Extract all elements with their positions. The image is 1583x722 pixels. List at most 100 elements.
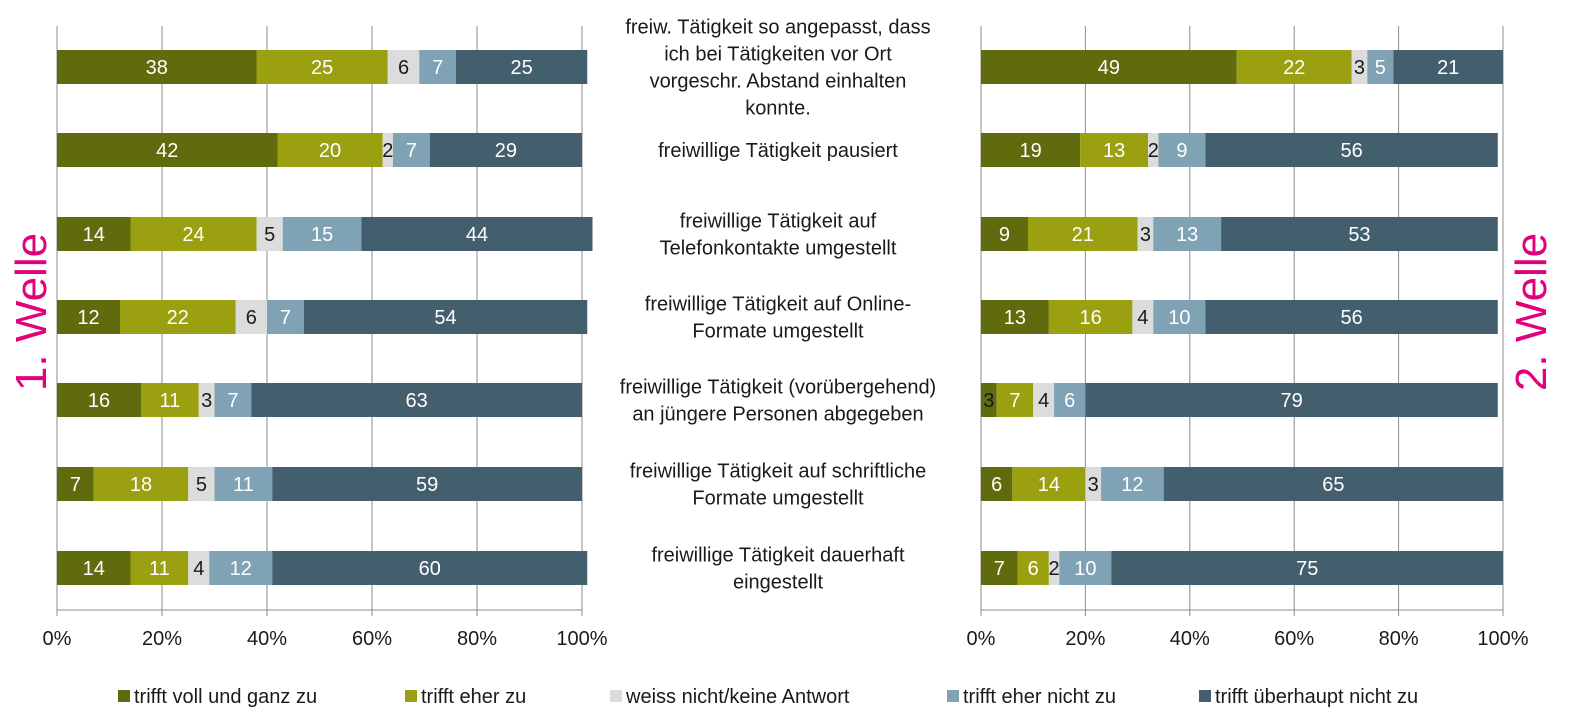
bar-segment xyxy=(981,383,997,417)
bar-segment xyxy=(188,551,210,585)
bar-segment xyxy=(256,50,388,84)
data-label: 56 xyxy=(1340,140,1362,162)
category-label-line: freiwillige Tätigkeit auf schriftliche xyxy=(630,461,926,483)
data-label: 10 xyxy=(1168,307,1190,329)
x-tick-label: 20% xyxy=(1065,628,1105,650)
bar-segment xyxy=(1033,383,1055,417)
bar-segment xyxy=(1163,467,1503,501)
data-label: 65 xyxy=(1322,474,1344,496)
data-label: 21 xyxy=(1437,57,1459,79)
x-tick-label: 40% xyxy=(1170,628,1210,650)
x-tick-label: 0% xyxy=(967,628,996,650)
data-label: 7 xyxy=(994,558,1005,580)
x-tick-label: 60% xyxy=(352,628,392,650)
bar-segment xyxy=(57,300,120,334)
data-label: 56 xyxy=(1340,307,1362,329)
bar-segment xyxy=(282,217,362,251)
bar-segment xyxy=(1137,217,1154,251)
bar-segment xyxy=(1054,383,1086,417)
data-label: 54 xyxy=(434,307,456,329)
bar-segment xyxy=(57,467,94,501)
x-tick-label: 0% xyxy=(43,628,72,650)
data-label: 7 xyxy=(432,57,443,79)
bar-segment xyxy=(1236,50,1352,84)
bar-segment xyxy=(981,50,1237,84)
legend-label: trifft eher nicht zu xyxy=(963,686,1116,708)
bar-segment xyxy=(981,217,1028,251)
data-label: 13 xyxy=(1176,224,1198,246)
data-label: 2 xyxy=(1148,140,1159,162)
data-label: 16 xyxy=(1079,307,1101,329)
data-label: 9 xyxy=(1176,140,1187,162)
data-label: 7 xyxy=(227,390,238,412)
category-label-line: konnte. xyxy=(745,98,811,120)
bar-segment xyxy=(93,467,189,501)
bar-segment xyxy=(303,300,588,334)
bar-segment xyxy=(996,383,1034,417)
x-tick-label: 100% xyxy=(556,628,607,650)
bar-segment xyxy=(981,133,1081,167)
x-tick-label: 100% xyxy=(1477,628,1528,650)
category-label-line: ich bei Tätigkeiten vor Ort xyxy=(664,44,892,66)
bar-segment xyxy=(393,133,430,167)
data-label: 16 xyxy=(88,390,110,412)
data-label: 75 xyxy=(1296,558,1318,580)
data-label: 25 xyxy=(311,57,333,79)
bar-segment xyxy=(1085,467,1102,501)
category-label-line: freiwillige Tätigkeit (vorübergehend) xyxy=(620,377,936,399)
bar-segment xyxy=(1148,133,1159,167)
data-label: 44 xyxy=(466,224,488,246)
bar-segment xyxy=(141,383,199,417)
wave-label-right: 2. Welle xyxy=(1507,233,1556,391)
data-label: 13 xyxy=(1004,307,1026,329)
bar-segment xyxy=(1367,50,1394,84)
bar-segment xyxy=(57,551,131,585)
bar-segment xyxy=(1012,467,1086,501)
category-label-line: an jüngere Personen abgegeben xyxy=(632,404,923,426)
data-label: 2 xyxy=(1049,558,1060,580)
bar-segment xyxy=(1027,217,1138,251)
category-label-line: freiwillige Tätigkeit auf xyxy=(680,211,877,233)
data-label: 25 xyxy=(511,57,533,79)
legend-label: trifft überhaupt nicht zu xyxy=(1215,686,1418,708)
data-label: 3 xyxy=(1088,474,1099,496)
data-label: 11 xyxy=(149,558,170,580)
data-label: 22 xyxy=(167,307,189,329)
data-label: 3 xyxy=(983,390,994,412)
data-label: 6 xyxy=(1064,390,1075,412)
data-label: 7 xyxy=(406,140,417,162)
data-label: 5 xyxy=(264,224,275,246)
data-label: 14 xyxy=(83,558,105,580)
bar-segment xyxy=(456,50,588,84)
data-label: 59 xyxy=(416,474,438,496)
bar-segment xyxy=(1153,217,1222,251)
bar-segment xyxy=(981,300,1049,334)
data-label: 49 xyxy=(1098,57,1120,79)
category-label-line: freiwillige Tätigkeit auf Online- xyxy=(645,294,911,316)
data-label: 79 xyxy=(1280,390,1302,412)
wave-label-left: 1. Welle xyxy=(7,233,56,391)
bar-segment xyxy=(57,50,257,84)
bar-segment xyxy=(1048,551,1060,585)
bar-segment xyxy=(209,551,273,585)
data-label: 14 xyxy=(1038,474,1060,496)
bar-segment xyxy=(361,217,593,251)
legend-swatch xyxy=(1199,690,1211,702)
data-label: 5 xyxy=(196,474,207,496)
bar-segment xyxy=(1158,133,1206,167)
bar-segment xyxy=(981,551,1018,585)
category-label-line: vorgeschr. Abstand einhalten xyxy=(650,71,907,93)
data-label: 6 xyxy=(1028,558,1039,580)
bar-segment xyxy=(130,217,257,251)
data-label: 22 xyxy=(1283,57,1305,79)
category-label: freiwillige Tätigkeit auf Online- Formate… xyxy=(645,294,911,343)
bar-segment xyxy=(1132,300,1154,334)
data-label: 24 xyxy=(182,224,204,246)
x-tick-label: 80% xyxy=(1379,628,1419,650)
legend-swatch xyxy=(405,690,417,702)
bar-segment xyxy=(57,383,141,417)
bar-segment xyxy=(57,133,278,167)
bar-segment xyxy=(1393,50,1503,84)
data-label: 3 xyxy=(1354,57,1365,79)
